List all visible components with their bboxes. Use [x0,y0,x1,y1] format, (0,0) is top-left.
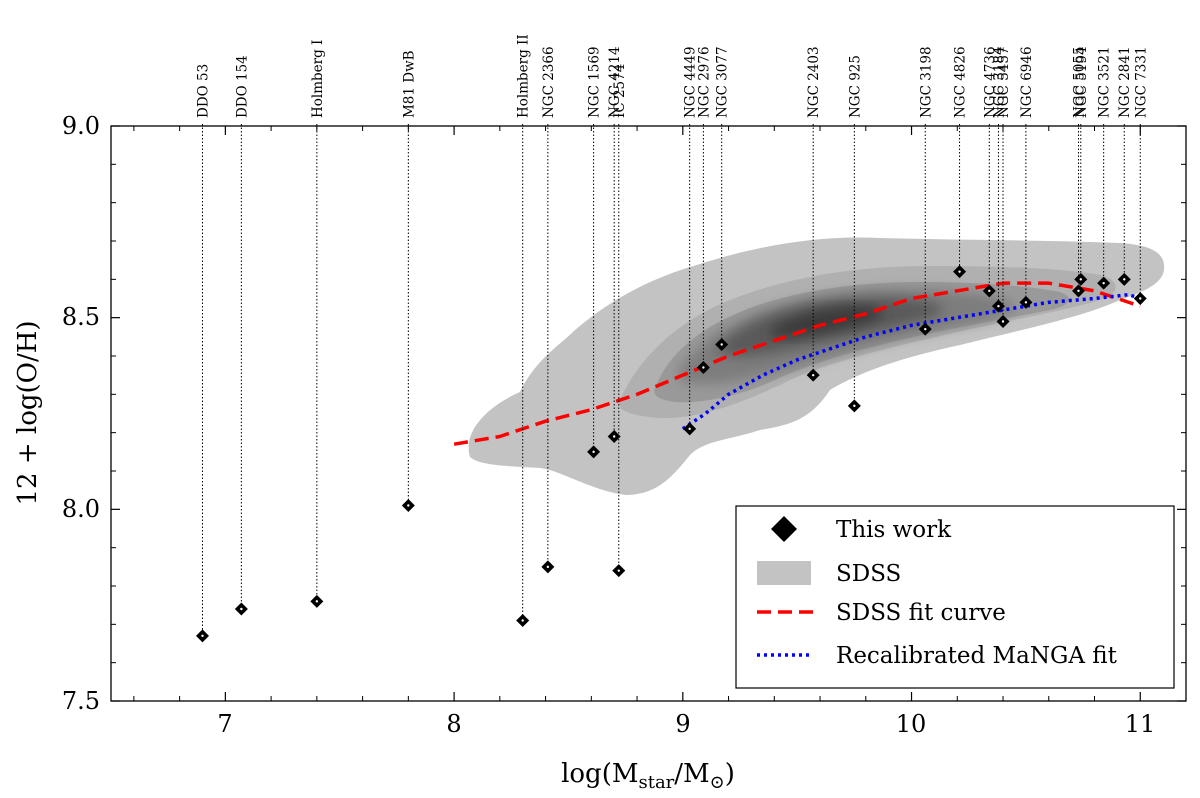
data-point-center [407,504,410,507]
data-point-center [546,565,550,569]
data-point-center [988,289,991,293]
data-point-center [720,343,723,346]
data-point-center [1123,278,1126,281]
data-point-center [1079,278,1082,281]
galaxy-label: NGC 5055 [1072,46,1088,118]
data-point-center [688,427,691,431]
legend-label-sdss: SDSS [836,561,901,587]
galaxy-label: NGC 4214 [607,46,623,118]
data-point-center [811,373,815,377]
sdss-density-region [468,237,1165,495]
legend: This work SDSS SDSS fit curve Recalibrat… [735,505,1175,689]
y-tick-label: 7.5 [62,687,100,715]
legend-sdss-swatch [757,561,811,585]
galaxy-label: IC 2574 [612,64,628,118]
y-tick-label: 8.5 [62,303,100,331]
galaxy-label: NGC 4826 [953,46,969,118]
data-point-center [924,327,927,331]
data-point-center [612,435,616,438]
galaxy-label: NGC 3521 [1097,46,1113,118]
plot-frame [110,125,1187,702]
fit-curves [453,281,1141,446]
galaxy-label: NGC 2403 [806,46,822,118]
data-point-center [702,366,705,369]
data-point-center [997,304,1000,308]
x-tick-label: 11 [1125,710,1156,738]
data-point-center [240,607,243,611]
galaxy-label: NGC 7331 [1133,46,1149,118]
galaxy-label: Holmberg II [516,34,532,118]
galaxy-label: NGC 3077 [715,46,731,118]
legend-diamond-icon [771,516,797,542]
data-point-center [315,600,319,603]
x-tick-labels: 7 8 9 10 11 [217,710,1155,738]
x-tick-label: 8 [446,710,461,738]
galaxy-labels: DDO 53 DDO 154 Holmberg I M81 DwB Holmberg I… [195,34,1149,118]
galaxy-label: NGC 3198 [918,46,934,118]
galaxy-label: M81 DwB [401,50,417,118]
data-point-center [201,634,204,638]
legend-box [735,505,1175,689]
galaxy-label: NGC 6946 [1019,46,1035,118]
y-tick-label: 9.0 [62,112,100,140]
galaxy-label: NGC 3184 [991,46,1007,118]
x-tick-label: 10 [896,710,927,738]
data-point-center [1001,320,1005,323]
legend-label-sdss-fit: SDSS fit curve [836,600,1006,626]
galaxy-label: NGC 2976 [696,46,712,118]
data-point-center [1024,301,1028,304]
this-work-markers [195,265,1147,643]
galaxy-label: NGC 2841 [1117,46,1133,118]
galaxy-label: NGC 2366 [541,46,557,118]
y-axis-title: 12 + log(O/H) [13,320,43,505]
galaxy-label: NGC 4449 [683,46,699,118]
legend-label-this-work: This work [836,517,952,543]
data-point-center [853,404,856,408]
galaxy-label: NGC 1569 [587,46,603,118]
data-point-center [958,270,961,273]
galaxy-label: DDO 154 [234,55,250,118]
galaxy-label: Holmberg I [310,40,326,118]
data-point-center [1102,281,1105,285]
data-point-center [1139,297,1142,300]
galaxy-label: NGC 5194 [1074,46,1090,118]
galaxy-leader-lines [201,124,1141,630]
y-tick-labels: 7.5 8.0 8.5 9.0 [62,112,100,715]
data-point-center [592,450,595,454]
data-point-center [1077,289,1080,293]
axis-ticks [111,125,1187,702]
sdss-fit-curve [453,281,1141,446]
x-axis-title: log(Mstar/M⊙) [561,759,735,793]
y-tick-label: 8.0 [62,495,100,523]
galaxy-label: NGC 4736 [982,46,998,118]
galaxy-label: NGC 5457 [996,46,1012,118]
data-point-center [521,619,524,622]
data-point-center [617,569,620,572]
legend-label-manga-fit: Recalibrated MaNGA fit [836,643,1118,669]
galaxy-label: DDO 53 [195,64,211,118]
galaxy-label: NGC 925 [847,55,863,118]
manga-fit-curve [681,292,1141,431]
x-tick-label: 7 [217,710,232,738]
x-tick-label: 9 [675,710,690,738]
